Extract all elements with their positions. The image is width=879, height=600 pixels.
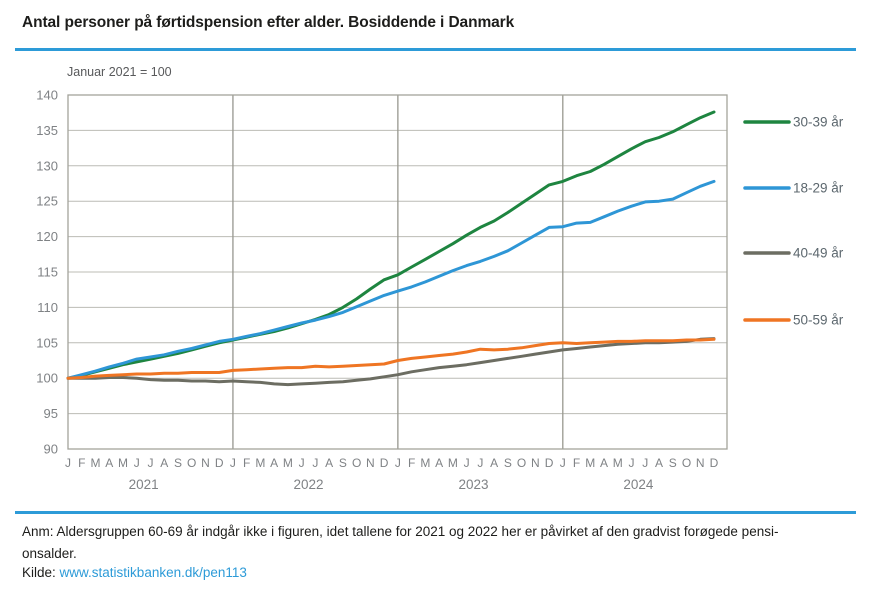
x-tick-label: J (464, 456, 470, 470)
source-line: Kilde: www.statistikbanken.dk/pen113 (22, 565, 247, 580)
x-tick-label: N (531, 456, 540, 470)
x-tick-label: N (366, 456, 375, 470)
x-tick-label: M (585, 456, 595, 470)
x-tick-label: N (696, 456, 705, 470)
y-tick-label: 105 (36, 335, 58, 350)
x-tick-label: F (243, 456, 250, 470)
y-tick-label: 100 (36, 371, 58, 386)
source-link[interactable]: www.statistikbanken.dk/pen113 (59, 565, 247, 580)
x-tick-label: S (669, 456, 677, 470)
y-tick-label: 120 (36, 229, 58, 244)
year-label: 2021 (129, 477, 159, 492)
legend-label: 50-59 år (793, 313, 844, 328)
x-tick-label: J (299, 456, 305, 470)
note-line-1: Anm: Aldersgruppen 60-69 år indgår ikke … (22, 524, 779, 539)
x-tick-label: S (174, 456, 182, 470)
x-tick-label: A (655, 456, 663, 470)
footer-rule (15, 511, 856, 514)
x-tick-label: N (201, 456, 210, 470)
x-tick-label: O (352, 456, 361, 470)
y-tick-label: 90 (44, 442, 58, 457)
x-tick-label: O (682, 456, 691, 470)
y-tick-label: 130 (36, 158, 58, 173)
x-tick-label: A (105, 456, 113, 470)
x-tick-label: O (187, 456, 196, 470)
series-line-50-59-år (66, 337, 716, 380)
legend-label: 18-29 år (793, 181, 844, 196)
x-tick-label: J (65, 456, 71, 470)
x-tick-label: J (147, 456, 153, 470)
series-line-40-49-år (66, 337, 716, 387)
x-tick-label: D (710, 456, 719, 470)
x-tick-label: A (160, 456, 168, 470)
x-tick-label: F (573, 456, 580, 470)
x-tick-label: J (230, 456, 236, 470)
x-tick-label: A (270, 456, 278, 470)
x-tick-label: M (255, 456, 265, 470)
x-tick-label: A (435, 456, 443, 470)
x-tick-label: S (339, 456, 347, 470)
chart-subtitle: Januar 2021 = 100 (67, 65, 172, 79)
x-tick-label: J (560, 456, 566, 470)
y-tick-label: 115 (37, 265, 58, 280)
series-line-30-39-år (66, 110, 716, 380)
x-tick-label: J (395, 456, 401, 470)
x-tick-label: D (215, 456, 224, 470)
x-tick-label: M (90, 456, 100, 470)
x-tick-label: J (477, 456, 483, 470)
x-tick-label: A (490, 456, 498, 470)
y-tick-label: 125 (36, 194, 58, 209)
x-tick-label: M (283, 456, 293, 470)
x-tick-label: J (312, 456, 318, 470)
x-tick-label: D (380, 456, 389, 470)
x-tick-label: M (613, 456, 623, 470)
x-tick-label: A (325, 456, 333, 470)
y-tick-label: 135 (36, 123, 58, 138)
x-tick-label: F (408, 456, 415, 470)
x-tick-label: S (504, 456, 512, 470)
x-tick-label: M (448, 456, 458, 470)
series-line-18-29-år (66, 179, 716, 380)
y-tick-label: 140 (36, 88, 58, 103)
chart-title: Antal personer på førtidspension efter a… (22, 14, 515, 31)
x-tick-label: M (420, 456, 430, 470)
legend-label: 30-39 år (793, 115, 844, 130)
year-label: 2022 (294, 477, 324, 492)
year-label: 2023 (458, 477, 488, 492)
source-label: Kilde: (22, 565, 56, 580)
plot-border (67, 94, 728, 450)
title-rule (15, 48, 856, 51)
year-label: 2024 (623, 477, 654, 492)
note-line-2: onsalder. (22, 546, 77, 561)
x-tick-label: J (629, 456, 635, 470)
x-tick-label: O (517, 456, 526, 470)
legend-label: 40-49 år (793, 246, 844, 261)
x-tick-label: J (642, 456, 648, 470)
x-tick-label: F (78, 456, 85, 470)
x-tick-label: A (600, 456, 608, 470)
x-tick-label: M (118, 456, 128, 470)
x-tick-label: J (134, 456, 140, 470)
y-tick-label: 110 (37, 300, 58, 315)
note-text: Anm: Aldersgruppen 60-69 år indgår ikke … (22, 521, 854, 565)
x-tick-label: D (545, 456, 554, 470)
y-tick-label: 95 (44, 406, 58, 421)
